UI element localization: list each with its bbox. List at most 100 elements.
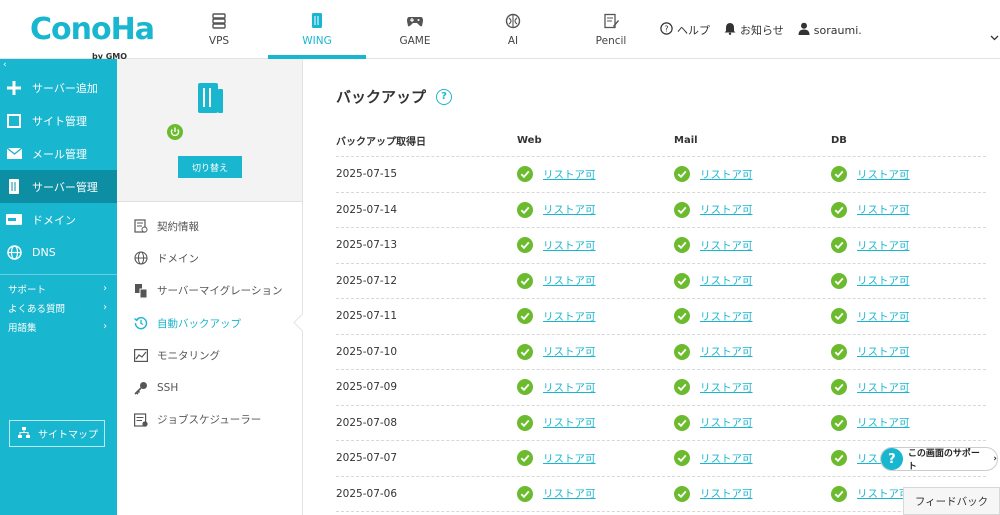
- restore-link-mail[interactable]: リストア可: [700, 381, 753, 394]
- restore-link-web[interactable]: リストア可: [543, 346, 596, 359]
- column-header-mail: Mail: [674, 135, 698, 146]
- switch-button[interactable]: 切り替え: [178, 156, 242, 178]
- sidebar-link-glossary[interactable]: 用語集 ›: [0, 317, 117, 336]
- restore-link-mail[interactable]: リストア可: [700, 239, 753, 252]
- cell-web: リストア可: [517, 308, 674, 325]
- notice-link[interactable]: お知らせ: [724, 22, 784, 38]
- cell-db: リストア可: [831, 272, 986, 289]
- chevron-right-icon: ›: [103, 302, 107, 313]
- sidebar-link-support[interactable]: サポート ›: [0, 279, 117, 298]
- menu-item-contract[interactable]: 契約情報: [117, 210, 302, 242]
- check-circle-icon: [674, 237, 690, 254]
- restore-link-db[interactable]: リストア可: [857, 239, 910, 252]
- sidebar-link-label: サポート: [8, 284, 47, 296]
- restore-link-web[interactable]: リストア可: [543, 452, 596, 465]
- restore-link-web[interactable]: リストア可: [543, 239, 596, 252]
- restore-link-web[interactable]: リストア可: [543, 168, 596, 181]
- cell-db: リストア可: [831, 485, 986, 502]
- nav-vps[interactable]: VPS: [170, 0, 268, 59]
- sidebar-item-domain[interactable]: ドメイン: [0, 203, 117, 236]
- cell-mail: リストア可: [674, 485, 831, 502]
- power-status-icon: [167, 124, 183, 144]
- restore-link-web[interactable]: リストア可: [543, 488, 596, 501]
- menu-item-domain[interactable]: ドメイン: [117, 242, 302, 274]
- key-icon: [133, 380, 149, 396]
- restore-link-mail[interactable]: リストア可: [700, 346, 753, 359]
- question-icon: ?: [881, 448, 903, 470]
- cell-web: リストア可: [517, 237, 674, 254]
- nav-ai-label: AI: [507, 35, 519, 47]
- restore-link-web[interactable]: リストア可: [543, 310, 596, 323]
- restore-link-db[interactable]: リストア可: [857, 346, 910, 359]
- menu-item-auto-backup[interactable]: 自動バックアップ: [117, 307, 302, 339]
- menu-item-ssh[interactable]: SSH: [117, 371, 302, 403]
- restore-link-mail[interactable]: リストア可: [700, 310, 753, 323]
- restore-link-db[interactable]: リストア可: [857, 275, 910, 288]
- server-stack-icon: [210, 12, 228, 30]
- restore-link-web[interactable]: リストア可: [543, 204, 596, 217]
- cell-mail: リストア可: [674, 166, 831, 183]
- cell-db: リストア可: [831, 201, 986, 218]
- nav-pencil[interactable]: Pencil: [562, 0, 660, 59]
- restore-link-db[interactable]: リストア可: [857, 381, 910, 394]
- sitemap-icon: [18, 426, 30, 441]
- nav-game[interactable]: GAME: [366, 0, 464, 59]
- cell-db: リストア可: [831, 379, 986, 396]
- feedback-button[interactable]: フィードバック: [903, 487, 1000, 515]
- sitemap-button[interactable]: サイトマップ: [9, 420, 105, 447]
- restore-link-db[interactable]: リストア可: [857, 168, 910, 181]
- table-row: 2025-07-11 リストア可 リストア可 リストア可: [336, 299, 986, 335]
- header-utilities: ? ヘルプ お知らせ soraumi.: [660, 22, 862, 38]
- user-menu[interactable]: soraumi.: [798, 22, 862, 38]
- restore-link-mail[interactable]: リストア可: [700, 452, 753, 465]
- product-nav: VPS WING GAME AI Pencil: [170, 0, 660, 59]
- sidebar-item-dns[interactable]: DNS: [0, 236, 117, 269]
- conoha-logo[interactable]: ConoHa by GMO: [30, 14, 155, 62]
- table-row: 2025-07-12 リストア可 リストア可 リストア可: [336, 264, 986, 299]
- help-link[interactable]: ? ヘルプ: [660, 22, 710, 38]
- cell-web: リストア可: [517, 414, 674, 431]
- restore-link-web[interactable]: リストア可: [543, 417, 596, 430]
- menu-item-monitoring[interactable]: モニタリング: [117, 339, 302, 371]
- restore-link-mail[interactable]: リストア可: [700, 204, 753, 217]
- help-question-icon[interactable]: ?: [436, 88, 453, 105]
- plus-icon: [6, 80, 22, 96]
- restore-link-db[interactable]: リストア可: [857, 310, 910, 323]
- cell-mail: リストア可: [674, 272, 831, 289]
- nav-game-label: GAME: [399, 35, 431, 47]
- menu-item-job-scheduler[interactable]: ジョブスケジューラー: [117, 404, 302, 436]
- restore-link-mail[interactable]: リストア可: [700, 275, 753, 288]
- check-circle-icon: [674, 201, 690, 218]
- backup-date: 2025-07-06: [336, 487, 398, 500]
- column-header-web: Web: [517, 135, 542, 146]
- restore-link-mail[interactable]: リストア可: [700, 168, 753, 181]
- nav-wing[interactable]: WING: [268, 0, 366, 59]
- server-subpanel: 切り替え 契約情報 ドメイン サーバーマイグレーション 自動バックアップ: [117, 59, 303, 515]
- sidebar-item-server-management[interactable]: サーバー管理: [0, 170, 117, 203]
- sidebar-item-label: サイト管理: [32, 114, 87, 128]
- chevron-down-icon[interactable]: [990, 26, 999, 45]
- check-circle-icon: [517, 308, 533, 325]
- question-circle-icon: ?: [660, 22, 673, 38]
- sidebar-link-faq[interactable]: よくある質問 ›: [0, 298, 117, 317]
- restore-link-mail[interactable]: リストア可: [700, 417, 753, 430]
- sidebar-item-add-server[interactable]: サーバー追加: [0, 71, 117, 104]
- restore-link-db[interactable]: リストア可: [857, 488, 910, 501]
- restore-link-db[interactable]: リストア可: [857, 417, 910, 430]
- screen-support-button[interactable]: ? この画面のサポート ›: [880, 447, 998, 472]
- sidebar-item-site-management[interactable]: サイト管理: [0, 104, 117, 137]
- page-title: バックアップ ?: [336, 86, 453, 107]
- restore-link-db[interactable]: リストア可: [857, 204, 910, 217]
- sidebar-collapse-toggle[interactable]: ‹: [0, 59, 117, 71]
- restore-link-web[interactable]: リストア可: [543, 381, 596, 394]
- menu-item-migration[interactable]: サーバーマイグレーション: [117, 275, 302, 307]
- sitemap-label: サイトマップ: [38, 430, 98, 441]
- mail-icon: [6, 146, 22, 162]
- nav-ai[interactable]: AI: [464, 0, 562, 59]
- backup-date: 2025-07-13: [336, 239, 398, 252]
- sidebar-item-mail-management[interactable]: メール管理: [0, 137, 117, 170]
- restore-link-web[interactable]: リストア可: [543, 275, 596, 288]
- check-circle-icon: [831, 485, 847, 502]
- restore-link-mail[interactable]: リストア可: [700, 488, 753, 501]
- migration-icon: [133, 283, 149, 299]
